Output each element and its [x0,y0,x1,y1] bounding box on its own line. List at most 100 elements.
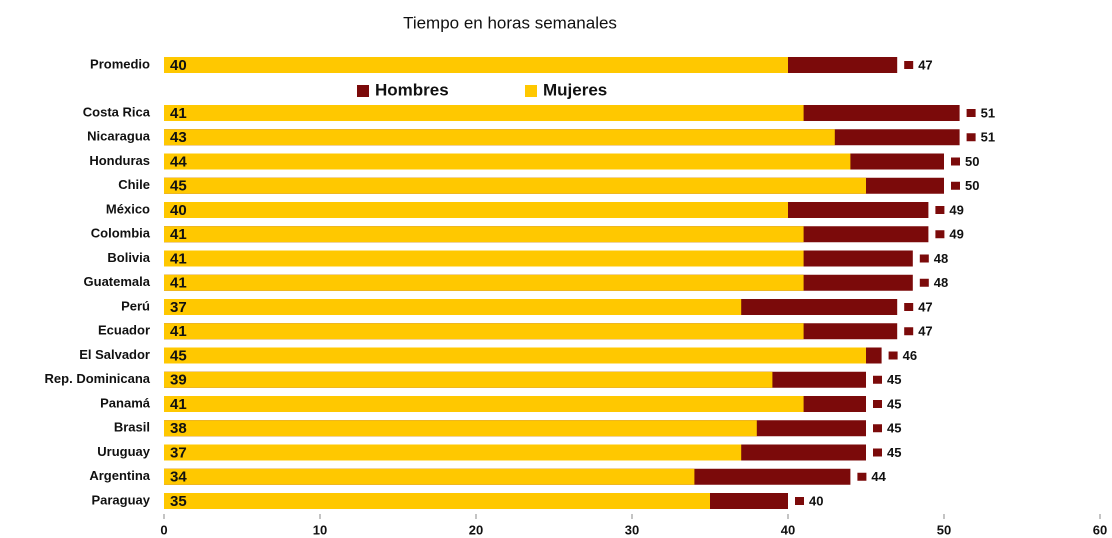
y-tick-label: Argentina [89,468,150,483]
value-label: 51 [981,130,995,145]
y-tick-label: Uruguay [97,444,151,459]
value-label: 45 [170,178,187,195]
bar [164,371,773,388]
bar [164,57,788,73]
bar [164,299,742,315]
value-label: 38 [170,420,187,437]
y-tick-label: Guatemala [84,274,151,289]
label-marker [951,157,960,166]
value-label: 45 [887,372,901,387]
y-tick-label: Promedio [90,56,150,71]
y-tick-label: Colombia [91,226,151,241]
label-marker [966,133,976,142]
y-tick-label: Bolivia [107,250,150,265]
legend-label: Mujeres [543,80,607,99]
value-label: 47 [918,57,932,72]
y-tick-label: Paraguay [91,492,150,507]
legend-label: Hombres [375,80,449,99]
y-tick-label: Costa Rica [83,104,151,119]
value-label: 46 [903,348,917,363]
label-marker [935,206,945,214]
value-label: 41 [170,226,187,243]
label-marker [951,181,960,190]
label-marker [966,109,976,117]
value-label: 51 [981,105,995,120]
value-label: 47 [918,324,932,339]
x-tick-label: 30 [625,522,639,537]
x-tick-label: 40 [781,522,795,537]
legend-swatch [357,85,369,97]
y-tick-label: Perú [121,298,150,313]
label-marker [904,61,914,69]
y-tick-label: Rep. Dominicana [45,371,151,386]
bar [164,468,695,485]
bar [164,105,804,121]
bar [164,444,742,461]
value-label: 50 [965,154,979,169]
value-label: 49 [949,202,963,217]
value-label: 40 [809,493,823,508]
value-label: 41 [170,323,187,340]
x-tick-label: 10 [313,522,327,537]
y-tick-label: México [106,201,150,216]
value-label: 40 [170,57,187,74]
value-label: 37 [170,299,187,316]
x-tick-label: 60 [1093,522,1107,537]
value-label: 40 [170,202,187,219]
bar [164,226,804,243]
label-marker [919,254,929,263]
x-tick-label: 20 [469,522,483,537]
value-label: 45 [887,421,901,436]
bar [164,347,866,364]
label-marker [873,424,882,433]
value-label: 41 [170,250,187,267]
label-marker [935,230,945,239]
label-marker [795,497,804,505]
value-label: 48 [934,275,948,290]
value-label: 37 [170,444,187,461]
value-label: 45 [170,347,187,364]
label-marker [857,472,867,481]
value-label: 41 [170,396,187,413]
value-label: 44 [871,469,886,484]
label-marker [888,351,898,360]
bar [164,323,804,340]
value-label: 45 [887,396,901,411]
value-label: 50 [965,178,979,193]
value-label: 34 [170,469,187,486]
y-tick-label: El Salvador [79,347,150,362]
chart-title: Tiempo en horas semanales [403,13,617,32]
bar [164,153,851,170]
y-tick-label: Ecuador [98,323,150,338]
label-marker [904,327,914,336]
y-tick-label: Brasil [114,420,150,435]
label-marker [873,375,882,384]
y-tick-label: Panamá [100,395,151,410]
value-label: 49 [949,227,963,242]
value-label: 43 [170,129,187,146]
x-tick-label: 50 [937,522,951,537]
bar [164,396,804,412]
label-marker [904,303,914,311]
x-tick-label: 0 [160,522,167,537]
bar [164,274,804,291]
bar [164,250,804,267]
value-label: 44 [170,153,187,170]
value-label: 41 [170,275,187,292]
label-marker [873,448,882,457]
bar [164,493,710,509]
bar [164,202,788,218]
bar [164,420,757,437]
value-label: 45 [887,445,901,460]
label-marker [919,278,929,287]
value-label: 47 [918,299,932,314]
label-marker [873,400,882,408]
y-tick-label: Honduras [89,153,150,168]
value-label: 35 [170,493,187,510]
value-label: 39 [170,372,187,389]
y-tick-label: Nicaragua [87,129,151,144]
bar [164,129,835,146]
bar [164,177,866,194]
legend-swatch [525,85,537,97]
